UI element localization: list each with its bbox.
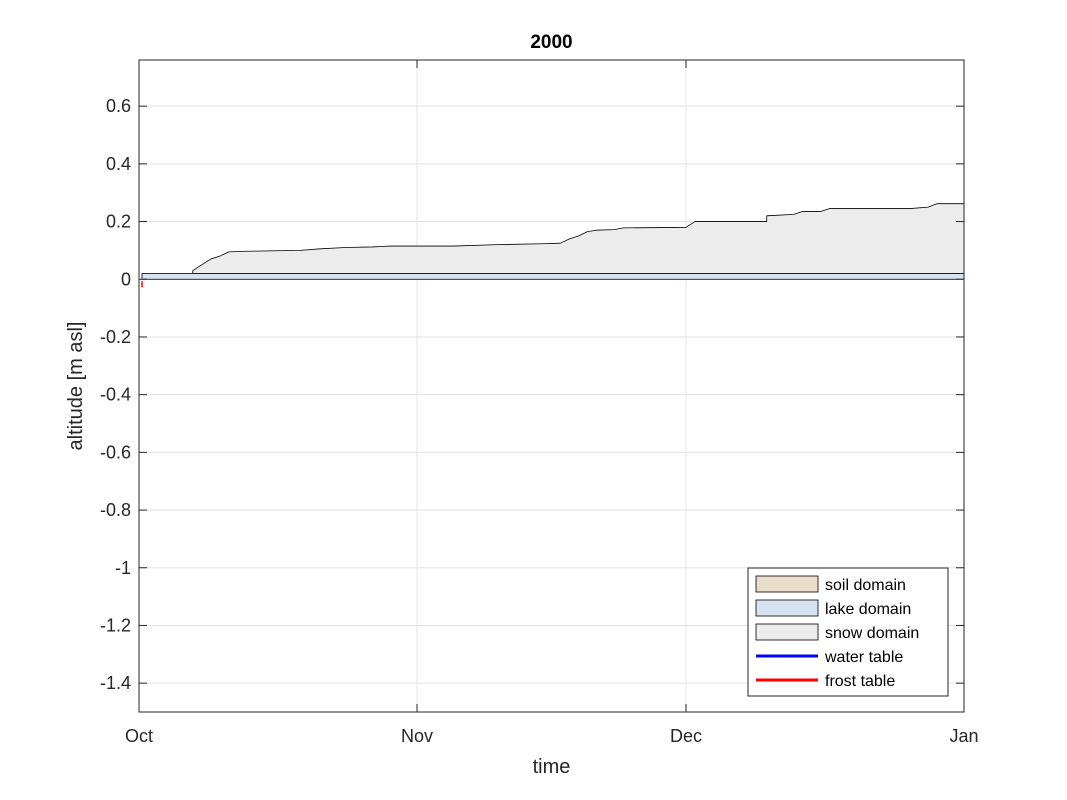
y-tick-label: -0.8 <box>100 500 131 520</box>
y-tick-label: 0.4 <box>106 154 131 174</box>
legend-label: water table <box>824 649 903 666</box>
y-tick-label: -0.4 <box>100 385 131 405</box>
legend-label: lake domain <box>825 601 911 618</box>
chart-title: 2000 <box>530 32 572 53</box>
y-tick-label: -1.2 <box>100 615 131 635</box>
x-tick-label: Dec <box>670 726 702 746</box>
y-tick-label: 0 <box>121 269 131 289</box>
domains <box>141 203 965 288</box>
legend-swatch <box>755 575 819 593</box>
x-tick-label: Nov <box>401 726 433 746</box>
x-tick-label: Oct <box>125 726 153 746</box>
legend-swatch <box>755 623 819 641</box>
y-axis-label: altitude [m asl] <box>65 322 87 451</box>
x-axis-label: time <box>533 756 571 778</box>
y-tick-label: -1.4 <box>100 673 131 693</box>
legend-label: frost table <box>825 673 895 690</box>
plot-frame <box>138 59 965 713</box>
y-tick-label: -0.6 <box>100 442 131 462</box>
x-tick-label: Jan <box>949 726 978 746</box>
y-tick-label: 0.2 <box>106 212 131 232</box>
y-tick-label: -1 <box>115 558 131 578</box>
legend-label: snow domain <box>825 625 919 642</box>
snow-domain-area <box>192 203 965 274</box>
legend: soil domain lake domain snow domain water t… <box>747 567 949 697</box>
y-tick-label: 0.6 <box>106 96 131 116</box>
ticks: 0.6 0.4 0.2 0 -0.2 -0.4 -0.6 -0.8 -1 -1.2 -1.4 Oct N… <box>100 60 979 746</box>
legend-swatch <box>755 599 819 617</box>
lake-domain-area <box>141 273 965 280</box>
legend-label: soil domain <box>825 577 906 594</box>
y-tick-label: -0.2 <box>100 327 131 347</box>
